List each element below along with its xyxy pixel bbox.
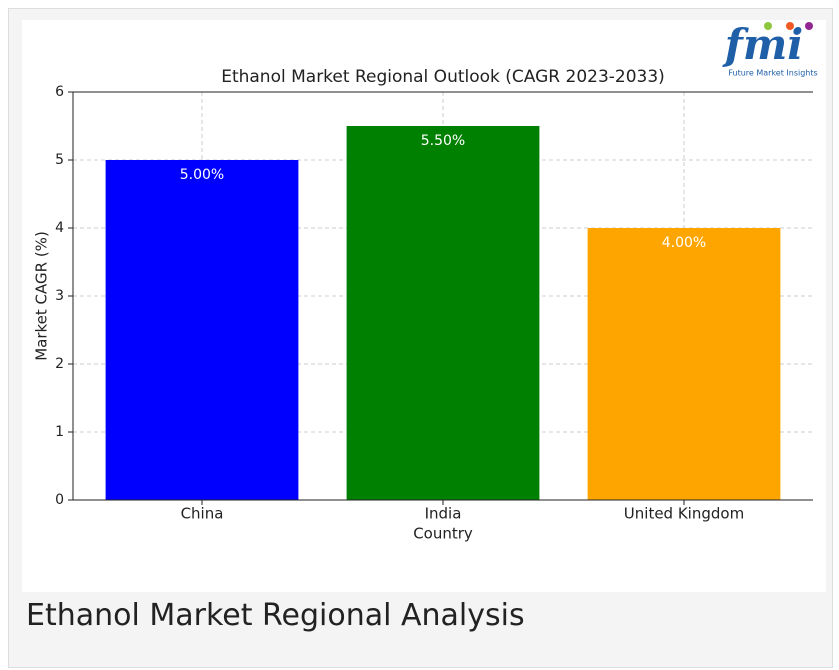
logo-dot — [786, 22, 794, 30]
y-tick-label: 0 — [55, 492, 64, 508]
y-tick-label: 1 — [55, 424, 64, 440]
chart: Ethanol Market Regional Outlook (CAGR 20… — [22, 20, 826, 592]
bar — [346, 126, 540, 500]
logo: fmi Future Market Insights — [722, 20, 818, 78]
y-tick-label: 6 — [55, 84, 64, 100]
y-tick-label: 3 — [55, 288, 64, 304]
logo-subtitle: Future Market Insights — [728, 69, 817, 78]
y-tick-label: 4 — [55, 220, 64, 236]
x-tick-label: India — [425, 505, 462, 523]
data-label: 5.50% — [421, 133, 465, 149]
chart-title: Ethanol Market Regional Outlook (CAGR 20… — [221, 67, 665, 87]
bar — [587, 228, 781, 500]
x-tick-label: United Kingdom — [624, 505, 744, 523]
y-tick-label: 2 — [55, 356, 64, 372]
caption: Ethanol Market Regional Analysis — [26, 598, 525, 633]
data-label: 4.00% — [662, 235, 706, 251]
logo-dot — [805, 22, 813, 30]
bar — [105, 160, 299, 500]
y-axis-label: Market CAGR (%) — [33, 231, 51, 361]
y-tick-label: 5 — [55, 152, 64, 168]
data-label: 5.00% — [180, 167, 224, 183]
x-axis-label: Country — [413, 525, 473, 543]
logo-dot — [764, 22, 772, 30]
x-tick-label: China — [181, 505, 224, 523]
